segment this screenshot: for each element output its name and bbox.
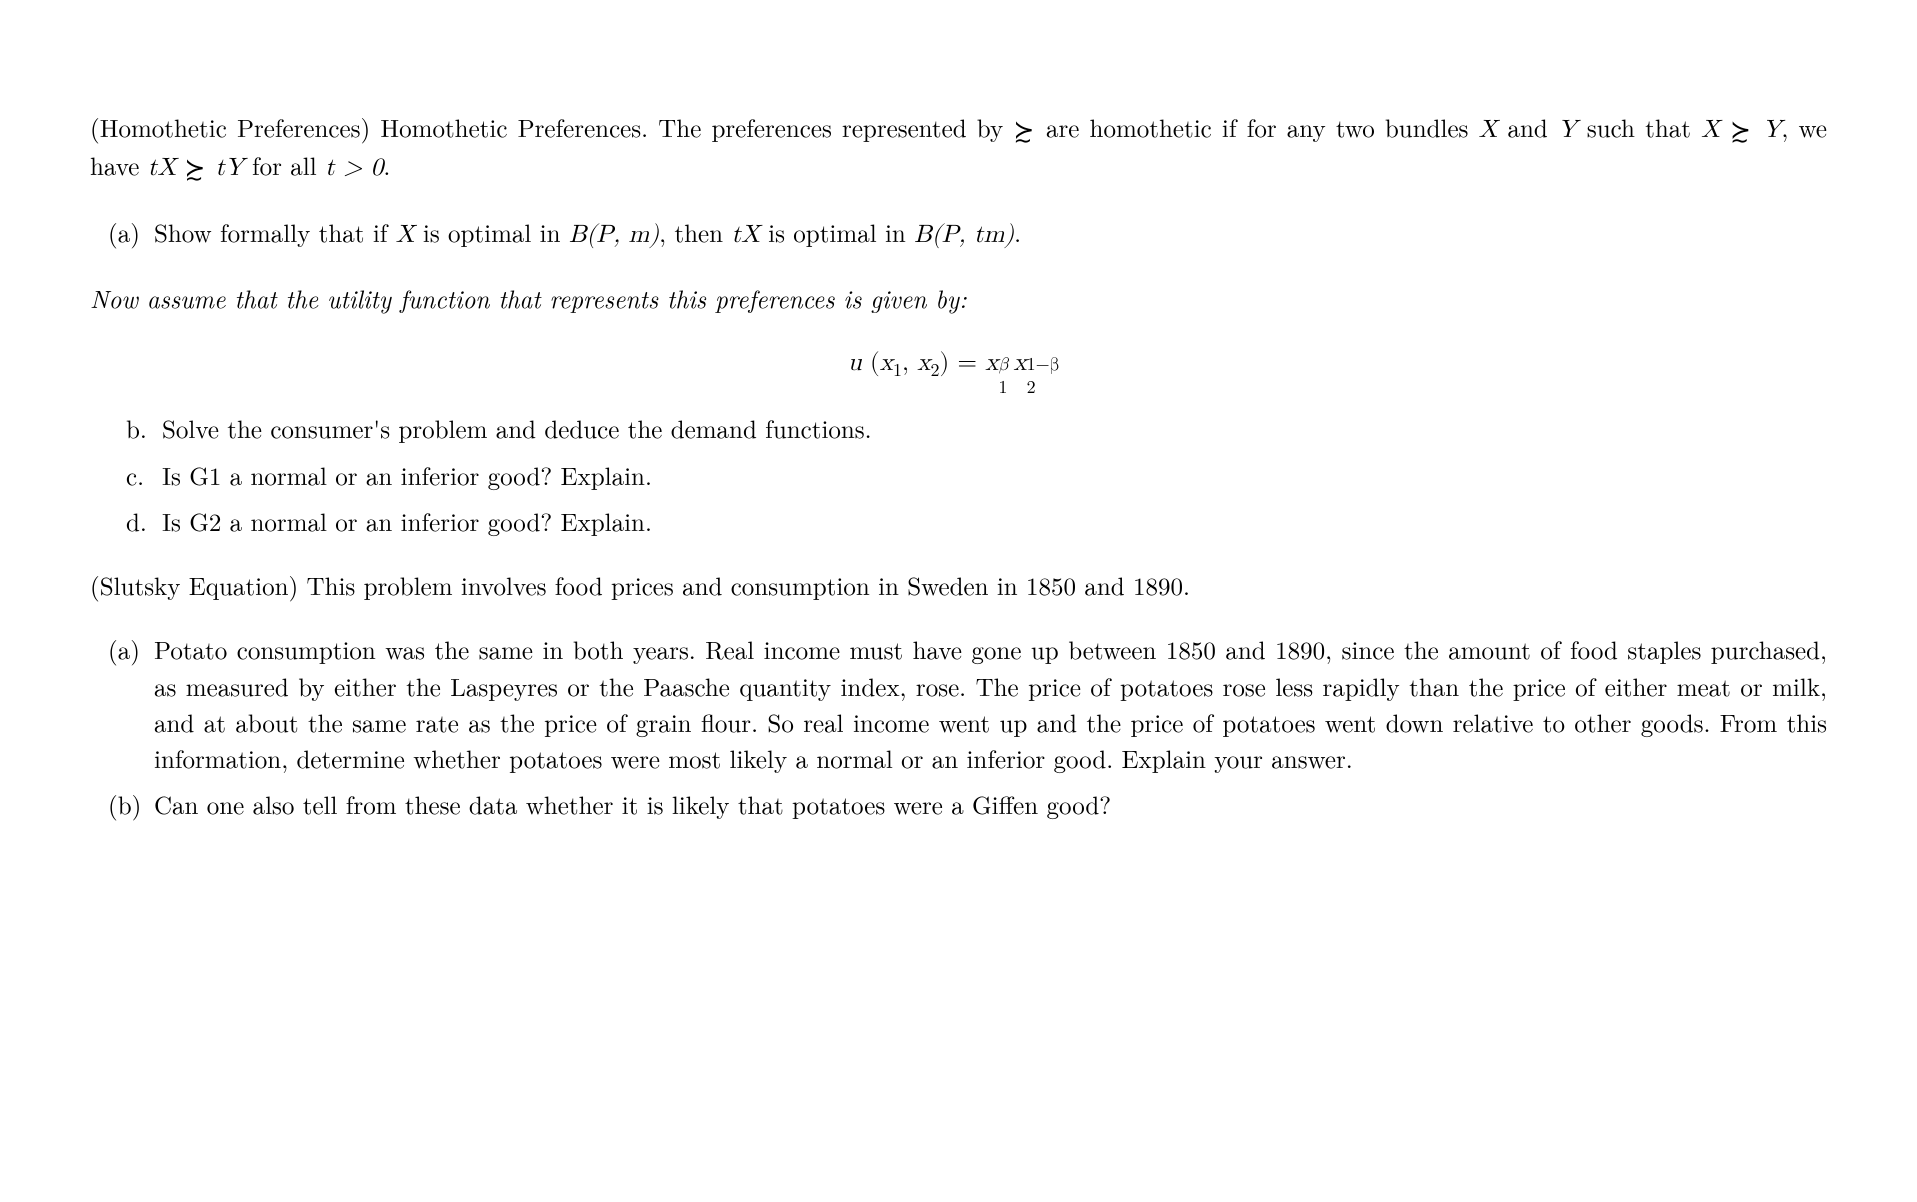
p1b-content: Solve the consumer's problem and deduce … [162, 411, 1827, 447]
eq-close: ) = [939, 350, 985, 375]
p1c-content: Is G1 a normal or an inferior good? Expl… [162, 458, 1827, 494]
succsim-icon [1013, 115, 1036, 140]
problem1-intro: (Homothetic Preferences) Homothetic Pref… [90, 110, 1827, 187]
p1b-marker: b. [126, 411, 162, 447]
succsim-icon [1730, 115, 1753, 140]
p2a-content: Potato consumption was the same in both … [154, 632, 1827, 777]
p1a-t5: . [1014, 215, 1021, 250]
eq-x1: x [880, 350, 893, 375]
p1-Y: Y [1558, 117, 1577, 142]
p1a-t2: is optimal in [415, 215, 569, 250]
p1-period: . [383, 148, 390, 183]
p2b-content: Can one also tell from these data whethe… [154, 787, 1827, 823]
problem1-part-b: b. Solve the consumer's problem and dedu… [126, 411, 1827, 447]
problem1-part-d: d. Is G2 a normal or an inferior good? E… [126, 504, 1827, 540]
p1-forall: for all [244, 148, 325, 183]
problem1-equation: u (x1, x2) = xβ1x1−β2 [90, 345, 1827, 381]
problem1-assume: Now assume that the utility function tha… [90, 281, 1827, 317]
p1c-marker: c. [126, 458, 162, 494]
problem1-part-c: c. Is G1 a normal or an inferior good? E… [126, 458, 1827, 494]
p1-tcond: t > 0 [325, 155, 383, 180]
problem1-part-a-list: (a) Show formally that if X is optimal i… [90, 215, 1827, 253]
eq-rx2: x [1013, 350, 1026, 375]
p1-rel2-left: tX [148, 155, 185, 180]
p1-suchthat: such that [1577, 110, 1701, 145]
document-page: (Homothetic Preferences) Homothetic Pref… [0, 0, 1917, 912]
p1-X: X [1479, 117, 1498, 142]
p1-rel1-right: Y [1753, 117, 1782, 142]
eq-rx2-sub: 2 [1027, 375, 1036, 401]
p1d-marker: d. [126, 504, 162, 540]
succsim-icon [184, 153, 207, 178]
p1a-content: Show formally that if X is optimal in B(… [154, 215, 1827, 253]
p1-intro-suffix: are homothetic if for any two bundles [1036, 110, 1479, 145]
p1d-content: Is G2 a normal or an inferior good? Expl… [162, 504, 1827, 540]
eq-x1-sub: 1 [893, 362, 902, 380]
p1a-marker: (a) [108, 215, 154, 253]
eq-u: u [848, 350, 862, 375]
p1-rel1-left: X [1701, 117, 1730, 142]
eq-rx1-sub: 1 [998, 375, 1007, 401]
problem2-intro: (Slutsky Equation) This problem involves… [90, 568, 1827, 604]
eq-x2: x [917, 350, 930, 375]
problem2-parts: (a) Potato consumption was the same in b… [90, 632, 1827, 823]
p1a-t3: , then [659, 215, 731, 250]
p2a-marker: (a) [108, 632, 154, 777]
p1a-B1: B(P, m) [569, 222, 659, 247]
problem2-part-a: (a) Potato consumption was the same in b… [108, 632, 1827, 777]
p1a-X: X [396, 222, 415, 247]
p1a-tX: tX [731, 222, 759, 247]
problem1-parts-bcd: b. Solve the consumer's problem and dedu… [90, 411, 1827, 540]
p1-intro-prefix: (Homothetic Preferences) Homothetic Pref… [90, 110, 1013, 145]
eq-comma: , [902, 350, 917, 375]
problem2-part-b: (b) Can one also tell from these data wh… [108, 787, 1827, 823]
p1a-B2: B(P, tm) [914, 222, 1014, 247]
p2b-marker: (b) [108, 787, 154, 823]
eq-open: ( [862, 350, 880, 375]
p1a-t4: is optimal in [760, 215, 914, 250]
p1a-t1: Show formally that if [154, 215, 396, 250]
problem1-part-a: (a) Show formally that if X is optimal i… [108, 215, 1827, 253]
p1-rel2-right: tY [207, 155, 244, 180]
p1-and: and [1497, 110, 1558, 145]
eq-rx1: x [985, 350, 998, 375]
